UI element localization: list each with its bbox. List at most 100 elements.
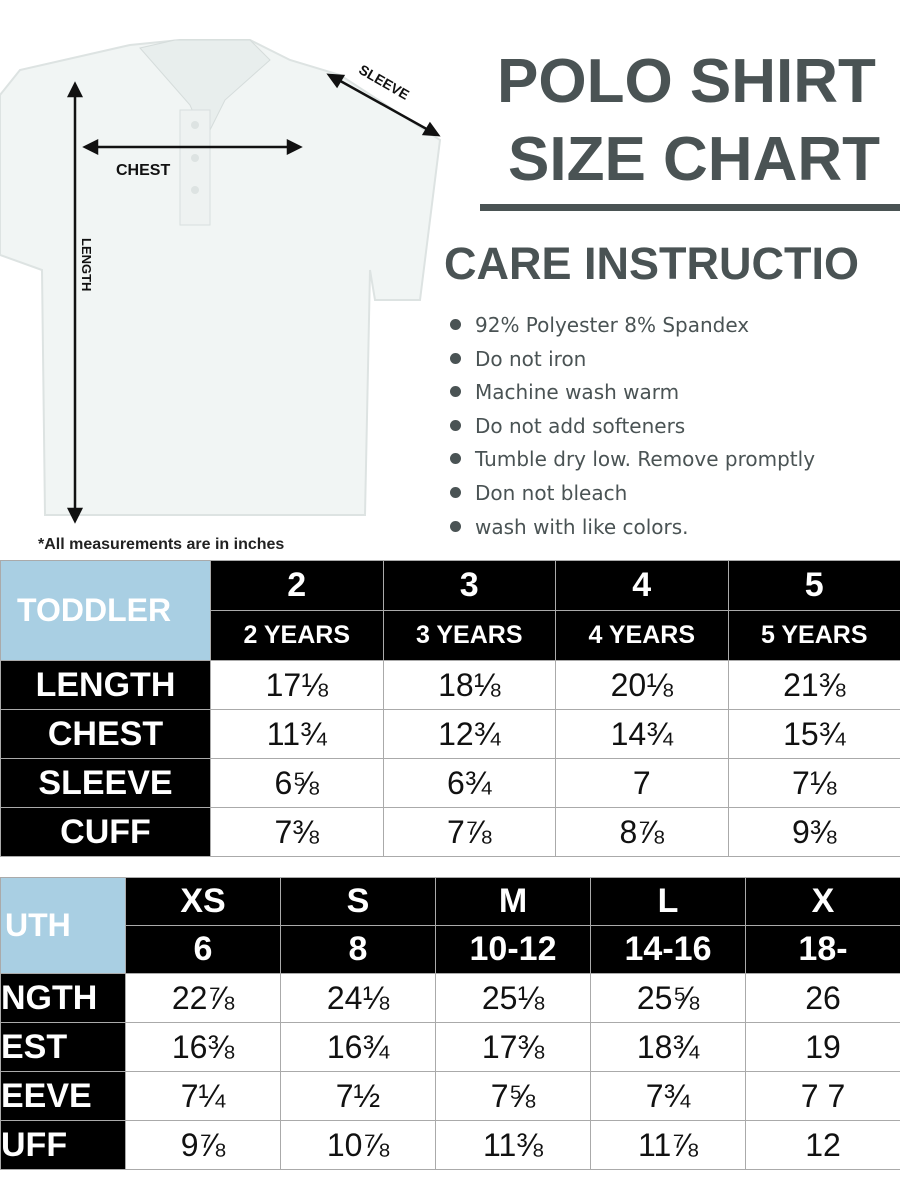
bullet-icon xyxy=(450,386,461,398)
table-row: UFF 9⅞ 10⅞ 11⅜ 11⅞ 12 xyxy=(0,1120,900,1170)
table-row: CHEST 11¾ 12¾ 14¾ 15¾ xyxy=(0,709,900,759)
measurement-cell: 9⅞ xyxy=(125,1120,281,1170)
care-text: Tumble dry low. Remove promptly xyxy=(475,447,816,472)
size-header: 2 xyxy=(210,560,384,611)
measurement-cell: 19 xyxy=(745,1022,900,1072)
polo-shirt-diagram: SLEEVE CHEST LENGTH xyxy=(0,39,442,524)
care-item: Machine wash warm xyxy=(450,377,815,411)
size-header: S xyxy=(280,877,436,926)
toddler-size-table: TODDLER 2 3 4 5 2 YEARS 3 YEARS 4 YEARS 5 YEARS L… xyxy=(0,560,900,857)
measurement-cell: 18⅛ xyxy=(382,660,556,710)
measurement-cell: 10⅞ xyxy=(280,1120,436,1170)
age-header: 3 YEARS xyxy=(382,610,556,661)
age-header: 4 YEARS xyxy=(555,610,729,661)
measurement-cell: 7⅝ xyxy=(435,1071,591,1121)
table-row: EST 16⅜ 16¾ 17⅜ 18¾ 19 xyxy=(0,1022,900,1072)
measurement-cell: 18¾ xyxy=(590,1022,746,1072)
care-text: Do not iron xyxy=(475,346,587,371)
polo-shirt-image xyxy=(0,39,442,516)
age-header: 2 YEARS xyxy=(210,610,384,661)
measurement-cell: 25⅛ xyxy=(435,973,591,1023)
measurement-cell: 22⅞ xyxy=(125,973,281,1023)
size-row: UTH XS S M L X xyxy=(0,877,900,974)
measurement-cell: 7 7 xyxy=(745,1071,900,1121)
bullet-icon xyxy=(450,352,461,364)
size-header: X xyxy=(745,877,900,926)
title-line-2: SIZE CHART xyxy=(508,125,880,194)
measurement-cell: 11⅞ xyxy=(590,1120,746,1170)
measurement-cell: 20⅛ xyxy=(555,660,729,710)
bullet-icon xyxy=(450,520,461,532)
size-header: 3 xyxy=(382,560,556,611)
size-header: L xyxy=(590,877,746,926)
care-text: 92% Polyester 8% Spandex xyxy=(475,313,750,337)
measurement-cell: 11¾ xyxy=(210,709,384,759)
care-heading: CARE INSTRUCTIO xyxy=(444,238,859,289)
table-row: SLEEVE 6⅝ 6¾ 7 7⅛ xyxy=(0,758,900,808)
bullet-icon xyxy=(450,453,461,465)
table-row: NGTH 22⅞ 24⅛ 25⅛ 25⅝ 26 xyxy=(0,973,900,1023)
measurement-note: *All measurements are in inches xyxy=(38,536,285,553)
chest-arrow xyxy=(82,138,303,156)
measurement-cell: 16¾ xyxy=(280,1022,436,1072)
row-label: SLEEVE xyxy=(0,758,211,808)
chest-label: CHEST xyxy=(116,162,170,179)
table-label: UTH xyxy=(0,877,126,974)
care-text: wash with like colors. xyxy=(475,514,689,539)
table-label: TODDLER xyxy=(0,560,211,661)
measurement-cell: 7⅛ xyxy=(727,758,900,808)
age-row: 6 8 10-12 14-16 18- xyxy=(1,925,900,974)
measurement-cell: 24⅛ xyxy=(280,973,436,1023)
row-label: UFF xyxy=(0,1120,126,1170)
size-header: 5 xyxy=(727,560,900,611)
measurement-cell: 16⅜ xyxy=(125,1022,281,1072)
age-header: 10-12 xyxy=(435,925,591,974)
measurement-cell: 11⅜ xyxy=(435,1120,591,1170)
age-row: 2 YEARS 3 YEARS 4 YEARS 5 YEARS xyxy=(1,610,900,661)
measurement-cell: 14¾ xyxy=(555,709,729,759)
measurement-cell: 7¼ xyxy=(125,1071,281,1121)
age-header: 5 YEARS xyxy=(727,610,900,661)
care-text: Don not bleach xyxy=(475,480,628,505)
row-label: LENGTH xyxy=(0,660,211,710)
youth-size-table: UTH XS S M L X 6 8 10-12 14-16 18- NGTH 22⅞ 24⅛ 25⅛ 25⅝… xyxy=(0,877,900,1170)
row-label: CUFF xyxy=(0,807,211,857)
row-label: CHEST xyxy=(0,709,211,759)
table-row: LENGTH 17⅛ 18⅛ 20⅛ 21⅜ xyxy=(0,660,900,710)
care-item: Do not iron xyxy=(450,344,815,378)
measurement-cell: 15¾ xyxy=(727,709,900,759)
age-header: 6 xyxy=(125,925,281,974)
care-text: Machine wash warm xyxy=(475,380,680,405)
row-label: NGTH xyxy=(0,973,126,1023)
care-text: Do not add softeners xyxy=(475,413,686,438)
measurement-cell: 21⅜ xyxy=(727,660,900,710)
care-item: wash with like colors. xyxy=(450,512,815,546)
size-header: XS xyxy=(125,877,281,926)
length-arrow xyxy=(66,81,84,524)
row-label: EEVE xyxy=(0,1071,126,1121)
title-underline xyxy=(480,204,900,211)
sleeve-arrow xyxy=(326,73,441,137)
measurement-cell: 7⅜ xyxy=(210,807,384,857)
title-line-1: POLO SHIRT xyxy=(497,47,876,116)
length-label: LENGTH xyxy=(79,238,94,291)
care-item: Do not add softeners xyxy=(450,411,815,445)
age-header: 14-16 xyxy=(590,925,746,974)
measurement-cell: 7⅞ xyxy=(382,807,556,857)
measurement-cell: 12 xyxy=(745,1120,900,1170)
measurement-cell: 8⅞ xyxy=(555,807,729,857)
bullet-icon xyxy=(450,419,461,431)
measurement-cell: 6¾ xyxy=(382,758,556,808)
table-row: CUFF 7⅜ 7⅞ 8⅞ 9⅜ xyxy=(0,807,900,857)
bullet-icon xyxy=(450,486,461,498)
care-list: 92% Polyester 8% Spandex Do not iron Mac… xyxy=(450,310,815,545)
care-item: Tumble dry low. Remove promptly xyxy=(450,444,815,478)
table-row: EEVE 7¼ 7½ 7⅝ 7¾ 7 7 xyxy=(0,1071,900,1121)
bullet-icon xyxy=(450,319,461,330)
care-item: 92% Polyester 8% Spandex xyxy=(450,310,815,344)
age-header: 8 xyxy=(280,925,436,974)
size-header: M xyxy=(435,877,591,926)
measurement-cell: 9⅜ xyxy=(727,807,900,857)
measurement-cell: 6⅝ xyxy=(210,758,384,808)
row-label: EST xyxy=(0,1022,126,1072)
